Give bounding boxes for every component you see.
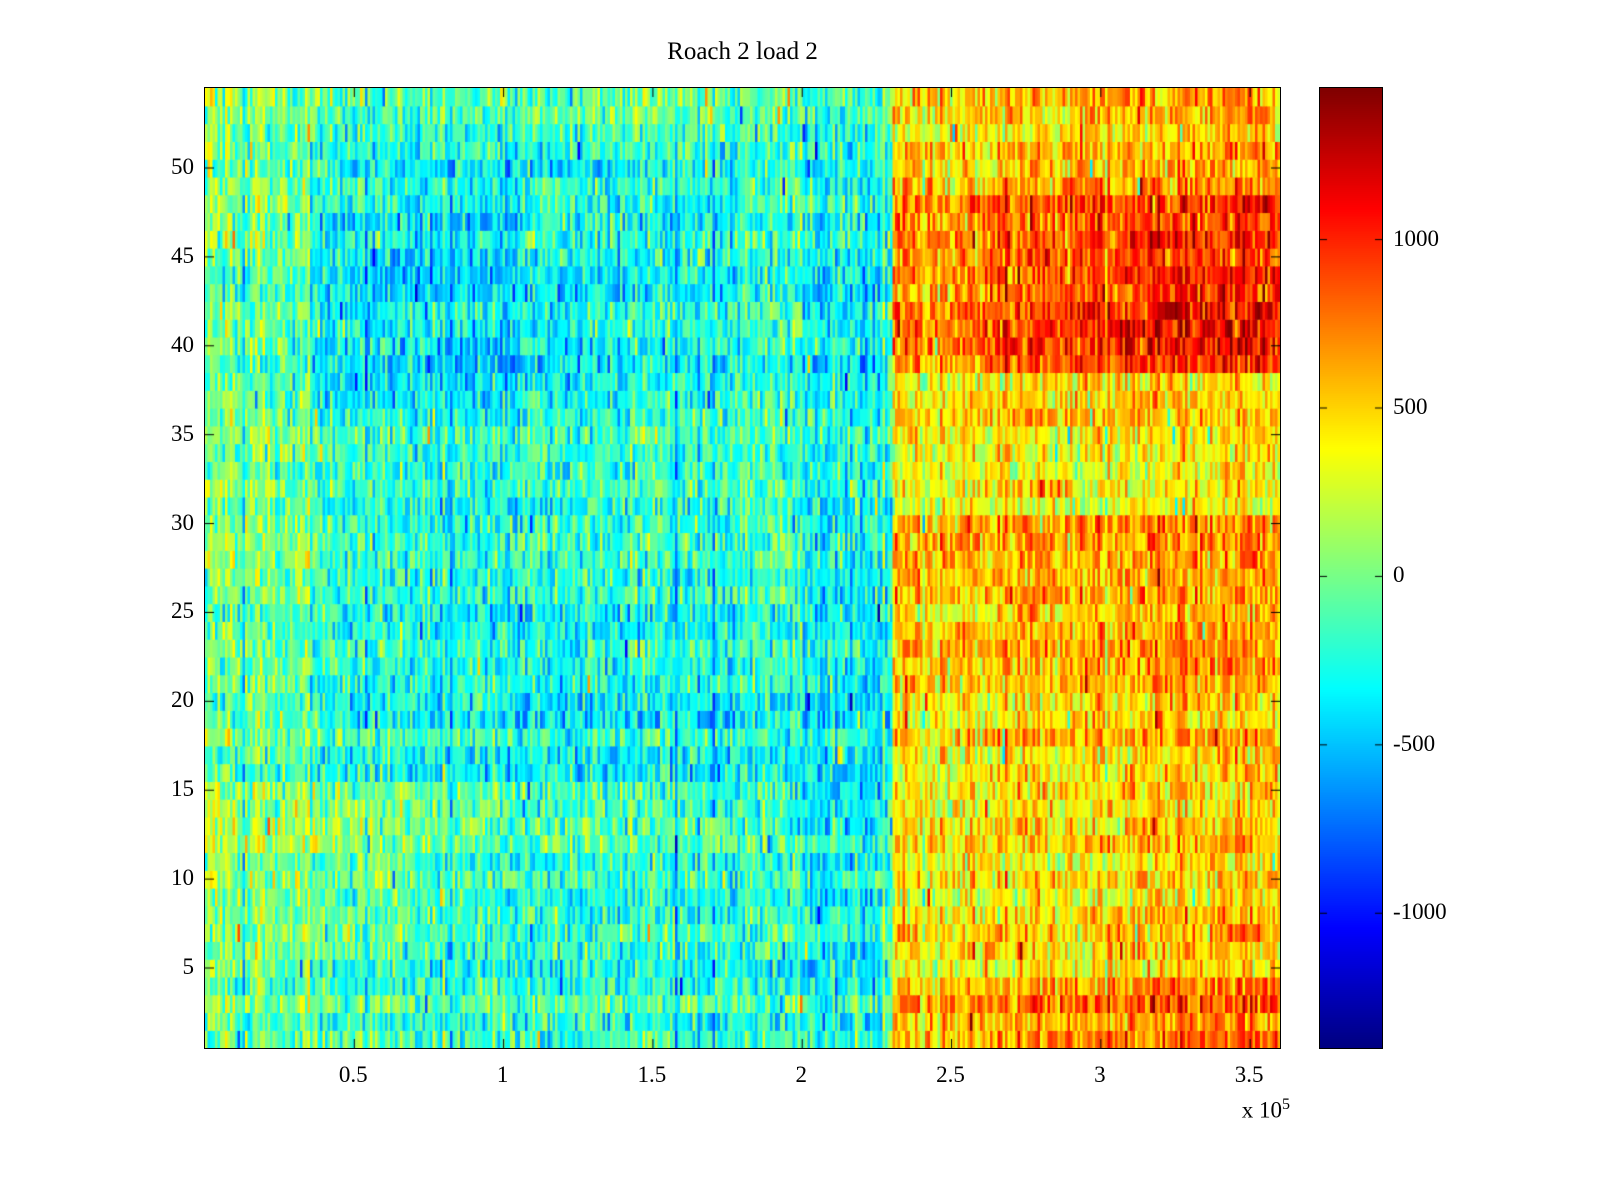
x-axis-exponent-base: x 10 bbox=[1241, 1097, 1282, 1123]
colorbar bbox=[1319, 87, 1383, 1049]
colorbar-tick-label: -500 bbox=[1393, 730, 1436, 756]
heatmap-canvas bbox=[205, 88, 1280, 1048]
x-tick-label: 2 bbox=[795, 1062, 807, 1087]
x-tick-label: 2.5 bbox=[936, 1062, 965, 1087]
colorbar-tick-label: 1000 bbox=[1393, 225, 1439, 251]
x-tick-label: 3.5 bbox=[1234, 1062, 1264, 1087]
x-tick-label: 0.5 bbox=[338, 1062, 368, 1087]
heatmap-plot bbox=[204, 87, 1281, 1049]
y-tick-label: 5 bbox=[182, 954, 195, 979]
x-tick-label: 1.5 bbox=[637, 1062, 667, 1087]
x-tick-label: 3 bbox=[1094, 1062, 1106, 1087]
x-axis-exponent: x 105 bbox=[1170, 1096, 1290, 1124]
y-tick-label: 50 bbox=[171, 154, 194, 179]
colorbar-tick-label: 0 bbox=[1393, 562, 1405, 588]
y-tick-label: 40 bbox=[171, 331, 194, 357]
colorbar-tick-label: -1000 bbox=[1393, 899, 1447, 925]
colorbar-tick-label: 500 bbox=[1393, 394, 1428, 419]
y-tick-label: 35 bbox=[171, 420, 194, 446]
y-tick-label: 15 bbox=[171, 776, 194, 802]
chart-title: Roach 2 load 2 bbox=[667, 38, 818, 65]
colorbar-canvas bbox=[1320, 88, 1382, 1048]
x-tick-label: 1 bbox=[496, 1062, 509, 1087]
y-tick-label: 20 bbox=[171, 687, 194, 713]
y-tick-label: 30 bbox=[171, 509, 194, 535]
x-axis-exponent-power: 5 bbox=[1282, 1096, 1290, 1113]
y-tick-label: 45 bbox=[171, 242, 194, 268]
y-tick-label: 10 bbox=[171, 865, 194, 891]
y-tick-label: 25 bbox=[171, 598, 194, 624]
